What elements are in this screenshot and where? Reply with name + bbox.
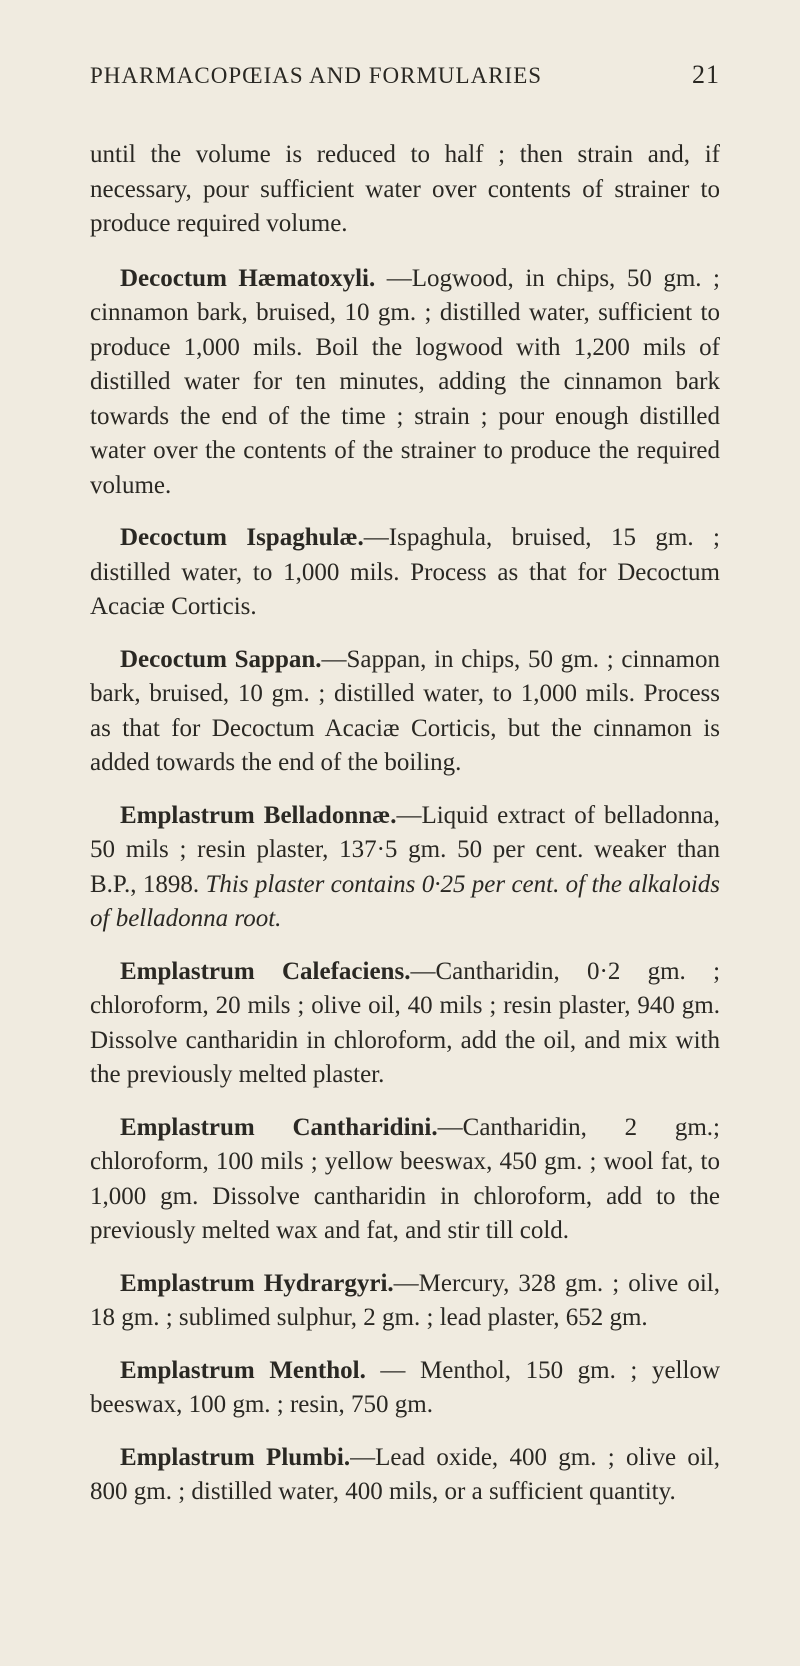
entry: Emplastrum Hydrargyri.—Mercury, 328 gm. … [90, 1267, 720, 1336]
entry: Emplastrum Calefaciens.—Cantharidin, 0·2… [90, 955, 720, 1093]
entries-container: Decoctum Hæmatoxyli. —Logwood, in chips,… [90, 262, 720, 1510]
entry-title: Decoctum Ispaghulæ. [120, 524, 364, 551]
entry-title: Emplastrum Calefaciens. [120, 958, 410, 985]
page-number: 21 [692, 60, 720, 90]
entry: Decoctum Sappan.—Sappan, in chips, 50 gm… [90, 643, 720, 781]
entry-body: —Logwood, in chips, 50 gm. ; cinnamon ba… [90, 265, 720, 499]
running-title: PHARMACOPŒIAS AND FORMULARIES [90, 63, 542, 89]
entry-title: Decoctum Hæmatoxyli. [120, 265, 375, 292]
entry: Emplastrum Belladonnæ.—Liquid extract of… [90, 799, 720, 937]
entry-title: Emplastrum Cantharidini. [120, 1114, 438, 1141]
entry-title: Emplastrum Plumbi. [120, 1444, 350, 1471]
intro-paragraph: until the volume is reduced to half ; th… [90, 138, 720, 242]
entry-title: Decoctum Sappan. [120, 646, 322, 673]
entry: Emplastrum Cantharidini.—Cantharidin, 2 … [90, 1111, 720, 1249]
entry-title: Emplastrum Belladonnæ. [120, 802, 396, 829]
entry: Emplastrum Menthol. — Menthol, 150 gm. ;… [90, 1354, 720, 1423]
entry-title: Emplastrum Menthol. [120, 1357, 366, 1384]
entry-title: Emplastrum Hydrargyri. [120, 1270, 394, 1297]
entry: Emplastrum Plumbi.—Lead oxide, 400 gm. ;… [90, 1441, 720, 1510]
entry: Decoctum Ispaghulæ.—Ispaghula, bruised, … [90, 521, 720, 625]
entry: Decoctum Hæmatoxyli. —Logwood, in chips,… [90, 262, 720, 504]
running-header: PHARMACOPŒIAS AND FORMULARIES 21 [90, 60, 720, 90]
